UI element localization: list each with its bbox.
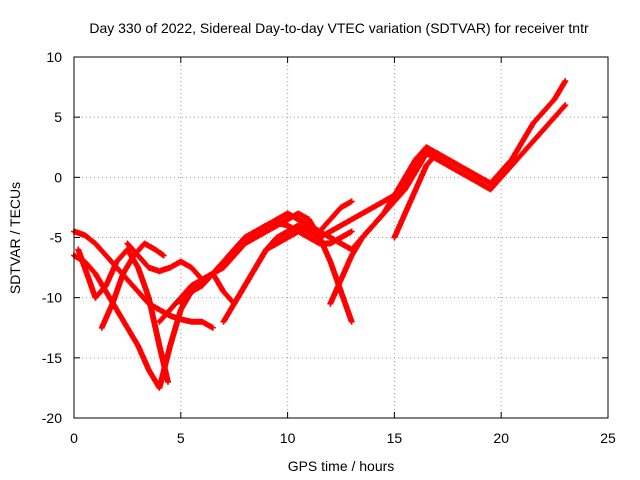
x-tick-label: 0 [70,430,78,446]
y-tick-label: -10 [42,290,62,306]
x-axis-label: GPS time / hours [288,458,395,474]
y-tick-label: -5 [50,230,63,246]
x-tick-label: 15 [387,430,403,446]
y-tick-label: 0 [54,169,62,185]
series-markers [327,150,430,307]
x-tick-label: 5 [177,430,185,446]
series-markers [391,150,441,241]
data-markers [71,78,569,391]
series-sat-j [391,150,441,241]
y-tick-label: -15 [42,350,62,366]
y-tick-label: 10 [46,49,62,65]
chart-title: Day 330 of 2022, Sidereal Day-to-day VTE… [89,20,589,36]
series-sat-i [327,150,430,307]
x-tick-label: 20 [493,430,509,446]
x-tick-label: 25 [600,430,616,446]
tick-labels: 0 5 10 15 20 25 -20 -15 -10 -5 0 5 10 [42,49,616,446]
y-tick-label: 5 [54,109,62,125]
x-tick-label: 10 [280,430,296,446]
series-sat-c [75,246,171,385]
series-sat-h [220,78,569,325]
series-markers [75,246,171,385]
y-axis-label: SDTVAR / TECUs [7,182,23,294]
axis-ticks [73,56,609,419]
series-markers [220,78,569,325]
y-tick-label: -20 [42,410,62,426]
